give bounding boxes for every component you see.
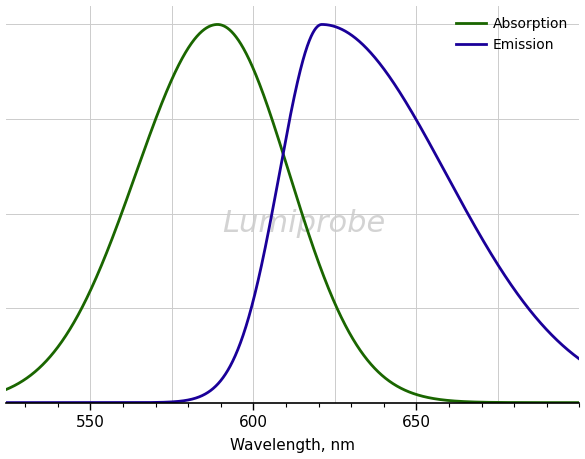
Legend: Absorption, Emission: Absorption, Emission bbox=[452, 12, 573, 56]
X-axis label: Wavelength, nm: Wavelength, nm bbox=[230, 438, 355, 453]
Text: Lumiprobe: Lumiprobe bbox=[222, 209, 386, 238]
